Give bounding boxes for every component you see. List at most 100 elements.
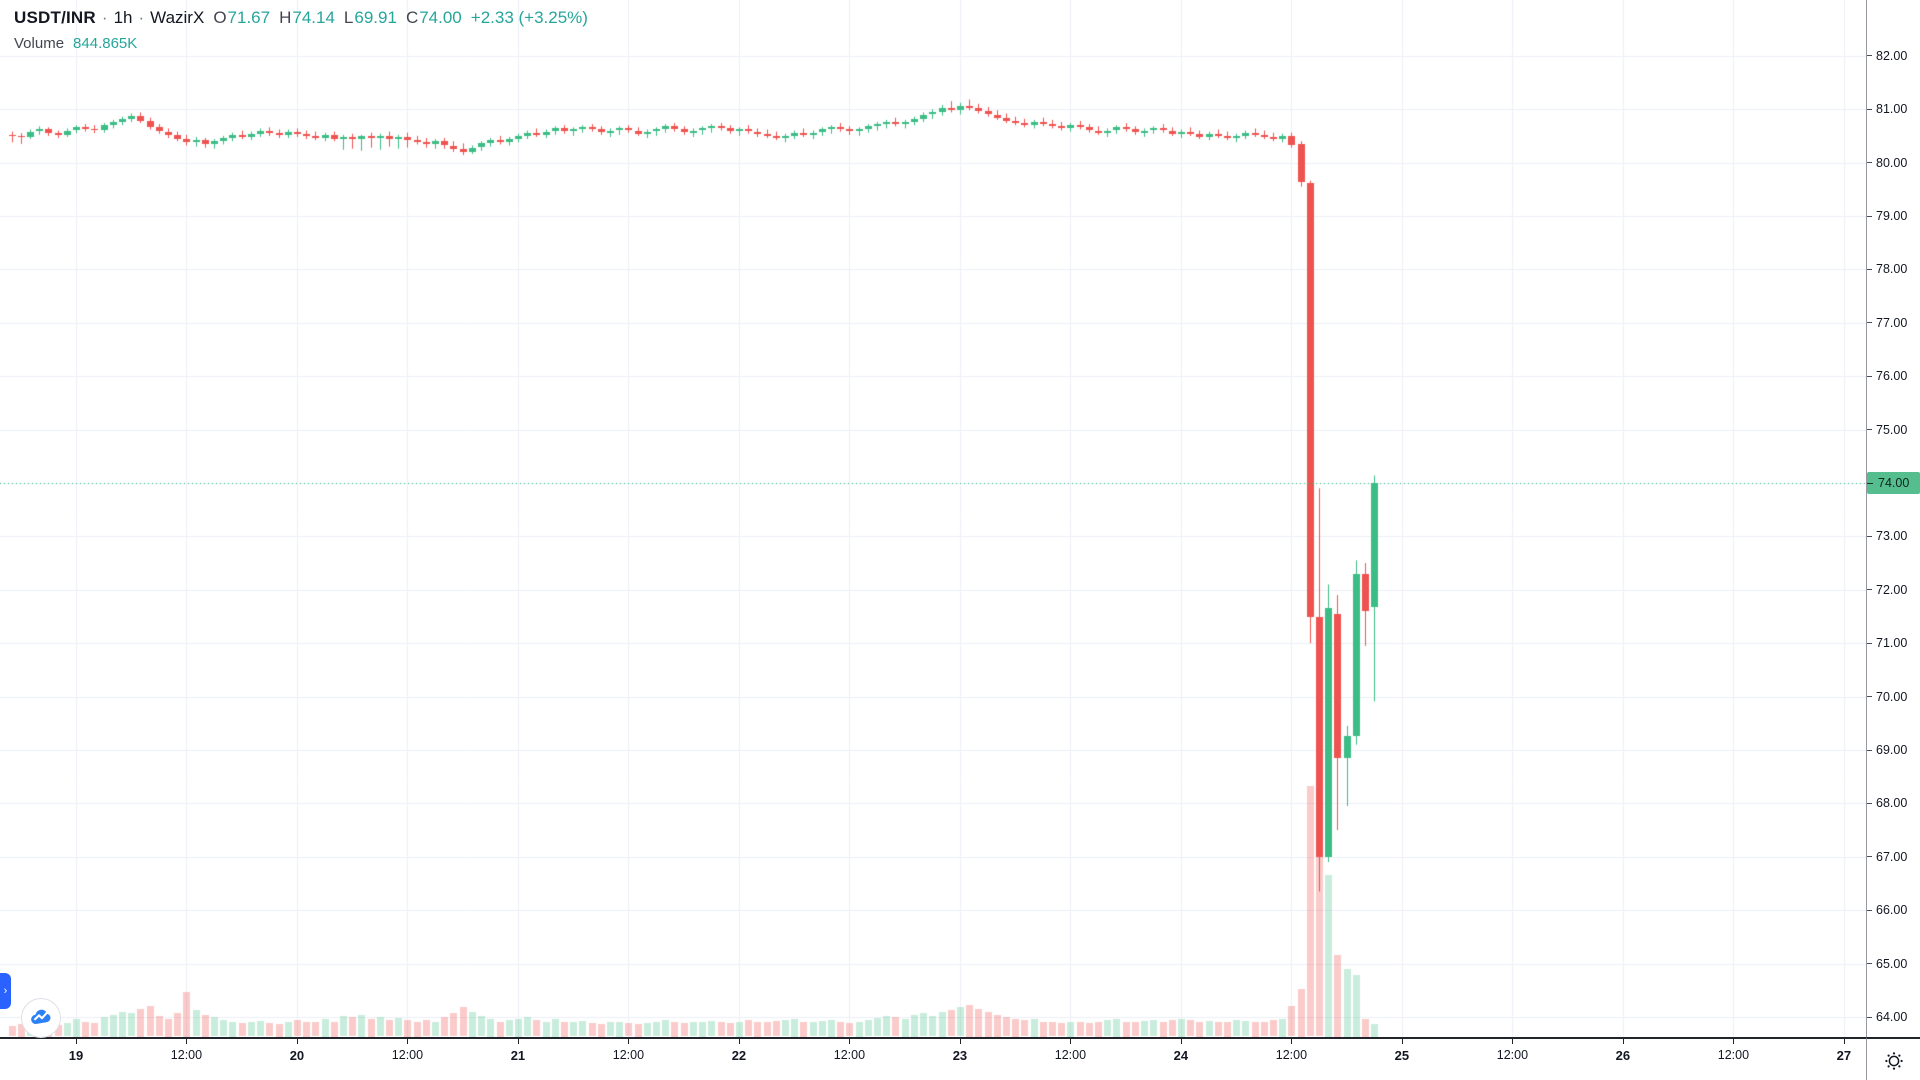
price-tick-mark [1867, 535, 1872, 537]
time-tick-mark [1402, 1039, 1403, 1044]
time-axis-label: 12:00 [1275, 1048, 1308, 1062]
axis-settings-cell[interactable] [1866, 1037, 1920, 1080]
price-tick-mark [1867, 268, 1872, 270]
last-price-text: 74.00 [1878, 476, 1910, 490]
gear-icon[interactable] [1884, 1051, 1904, 1071]
price-chart-canvas[interactable] [0, 0, 1866, 1037]
price-tick-mark [1867, 162, 1872, 164]
time-tick-mark [1291, 1039, 1292, 1044]
volume-label[interactable]: Volume [14, 35, 65, 52]
symbol-title[interactable]: USDT/INR [14, 8, 96, 27]
price-axis-label: 64.00 [1867, 1010, 1907, 1024]
price-tick-mark [1867, 375, 1872, 377]
time-axis-label: 12:00 [612, 1048, 645, 1062]
chevron-right-icon: › [3, 985, 8, 997]
time-axis-label: 12:00 [1717, 1048, 1750, 1062]
time-tick-mark [518, 1039, 519, 1044]
price-axis-label: 81.00 [1867, 102, 1907, 116]
time-tick-mark [297, 1039, 298, 1044]
time-axis-label: 19 [68, 1048, 84, 1063]
ohlc-key: L [343, 8, 354, 27]
price-axis-label: 76.00 [1867, 369, 1907, 383]
price-tick-mark [1867, 215, 1872, 217]
price-axis-label: 79.00 [1867, 209, 1907, 223]
price-tick-mark [1867, 749, 1872, 751]
time-tick-mark [407, 1039, 408, 1044]
price-axis-label: 70.00 [1867, 690, 1907, 704]
time-axis-label: 26 [1615, 1048, 1631, 1063]
time-axis-label: 22 [731, 1048, 747, 1063]
panel-expand-tab[interactable]: › [0, 973, 11, 1009]
time-tick-mark [76, 1039, 77, 1044]
price-tick-mark [1867, 696, 1872, 698]
time-tick-mark [1181, 1039, 1182, 1044]
price-tick-mark [1867, 1016, 1872, 1018]
time-tick-mark [1623, 1039, 1624, 1044]
time-axis-label: 23 [952, 1048, 968, 1063]
ohlc-key: H [279, 8, 292, 27]
time-axis-label: 12:00 [170, 1048, 203, 1062]
price-tick-mark [1867, 963, 1872, 965]
time-tick-mark [1733, 1039, 1734, 1044]
price-tick-mark [1867, 589, 1872, 591]
time-axis-label: 12:00 [1496, 1048, 1529, 1062]
time-tick-mark [849, 1039, 850, 1044]
time-axis-label: 27 [1836, 1048, 1852, 1063]
ohlc-key: O [213, 8, 227, 27]
price-axis-label: 72.00 [1867, 583, 1907, 597]
ohlc-value: 74.14 [292, 8, 335, 27]
volume-legend: Volume 844.865K [14, 35, 137, 52]
change-value: +2.33 (+3.25%) [470, 8, 588, 27]
price-axis-label: 73.00 [1867, 529, 1907, 543]
volume-value: 844.865K [73, 35, 138, 52]
price-tick-mark [1867, 429, 1872, 431]
price-tick-mark [1867, 909, 1872, 911]
price-tick-mark [1867, 55, 1872, 57]
time-axis-label: 24 [1173, 1048, 1189, 1063]
price-axis-label: 68.00 [1867, 796, 1907, 810]
time-axis[interactable]: 19 12:00 20 12:00 21 12:00 22 12:00 23 12:00 24 12:… [0, 1037, 1866, 1080]
price-tick-mark [1867, 108, 1872, 110]
ohlc-values: O71.67 H74.14 L69.91 C74.00 [204, 8, 461, 27]
time-axis-label: 12:00 [1054, 1048, 1087, 1062]
interval-label[interactable]: 1h [113, 8, 133, 27]
price-tick-mark [1867, 322, 1872, 324]
time-tick-mark [1512, 1039, 1513, 1044]
cloud-logo-icon [31, 1009, 51, 1025]
price-axis-label: 65.00 [1867, 957, 1907, 971]
price-axis-label: 82.00 [1867, 49, 1907, 63]
time-axis-label: 12:00 [833, 1048, 866, 1062]
last-price-label: 74.00 [1867, 472, 1920, 494]
price-axis-label: 78.00 [1867, 262, 1907, 276]
price-axis-label: 66.00 [1867, 903, 1907, 917]
price-tick-mark [1867, 802, 1872, 804]
time-axis-label: 12:00 [391, 1048, 424, 1062]
time-tick-mark [960, 1039, 961, 1044]
time-tick-mark [628, 1039, 629, 1044]
time-axis-label: 25 [1394, 1048, 1410, 1063]
ohlc-value: 69.91 [354, 8, 397, 27]
time-tick-mark [186, 1039, 187, 1044]
exchange-label[interactable]: WazirX [150, 8, 205, 27]
legend-separator: · [138, 8, 145, 27]
ohlc-value: 71.67 [227, 8, 271, 27]
ohlc-value: 74.00 [419, 8, 462, 27]
chart-legend: USDT/INR · 1h · WazirX O71.67 H74.14 L69.91 C74.… [14, 8, 588, 28]
ohlc-key: C [405, 8, 419, 27]
price-axis-label: 67.00 [1867, 850, 1907, 864]
price-axis[interactable]: 82.00 81.00 80.00 79.00 78.00 77.00 76.00 75.00… [1866, 0, 1920, 1037]
tradingview-logo[interactable] [21, 998, 61, 1038]
time-axis-label: 20 [289, 1048, 305, 1063]
time-axis-label: 21 [510, 1048, 526, 1063]
price-tick-mark [1867, 642, 1872, 644]
price-axis-label: 71.00 [1867, 636, 1907, 650]
price-axis-label: 75.00 [1867, 423, 1907, 437]
last-price-tick [1867, 482, 1873, 484]
time-tick-mark [1070, 1039, 1071, 1044]
price-axis-label: 77.00 [1867, 316, 1907, 330]
time-tick-mark [1844, 1039, 1845, 1044]
legend-separator: · [101, 8, 108, 27]
price-axis-label: 80.00 [1867, 156, 1907, 170]
price-tick-mark [1867, 856, 1872, 858]
